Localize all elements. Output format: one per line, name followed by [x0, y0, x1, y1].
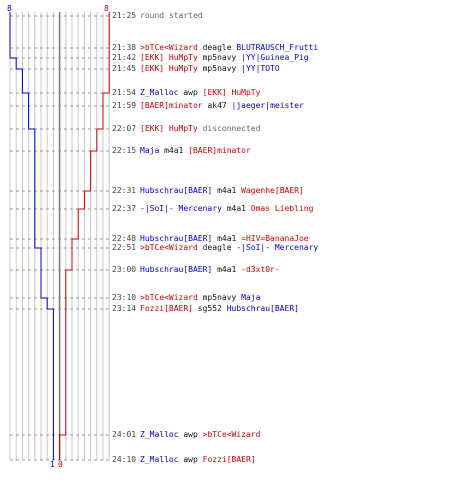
- event-time: 22:51: [112, 243, 137, 252]
- player-name: -d3xt0r-: [241, 265, 280, 274]
- red-team-line: [59, 12, 110, 460]
- event-row: 21:38 >bTCe<Wizard deagle BLUTRAUSCH_Frut…: [112, 43, 318, 53]
- red-end-count: 0: [58, 460, 63, 469]
- event-row: 23:14 Fozzi[BAER] sg552 Hubschrau[BAER]: [112, 304, 299, 314]
- player-name: Hubschrau[BAER]: [140, 234, 213, 243]
- event-time: 23:14: [112, 304, 137, 313]
- weapon-label: m4a1: [212, 234, 242, 243]
- player-name: >bTCe<Wizard: [202, 430, 261, 439]
- player-name: [EKK] HuMpTy: [140, 53, 198, 62]
- player-name: =HIV=BananaJoe: [241, 234, 309, 243]
- event-time: 21:54: [112, 88, 137, 97]
- event-time: 21:42: [112, 53, 137, 62]
- event-time: 23:00: [112, 265, 137, 274]
- event-row: 21:45 [EKK] HuMpTy mp5navy |YY|TOTO: [112, 64, 280, 74]
- player-name: Z_Malloc: [140, 430, 179, 439]
- event-row: 24:10 Z_Malloc awp Fozzi[BAER]: [112, 455, 256, 465]
- event-row: 21:42 [EKK] HuMpTy mp5navy |YY|Guinea_Pig: [112, 53, 309, 63]
- event-row: 23:00 Hubschrau[BAER] m4a1 -d3xt0r-: [112, 265, 280, 275]
- score-graph: 8 8 1 0: [7, 4, 110, 469]
- weapon-label: m4a1: [212, 186, 242, 195]
- blue-team-line: [9, 12, 54, 460]
- weapon-label: deagle: [197, 43, 237, 52]
- player-name: Hubschrau[BAER]: [226, 304, 299, 313]
- status-text: round started: [140, 11, 203, 20]
- player-name: Maja: [140, 146, 160, 155]
- player-name: |jaeger|meister: [231, 101, 304, 110]
- weapon-label: awp: [178, 88, 203, 97]
- player-name: Z_Malloc: [140, 88, 179, 97]
- weapon-label: mp5navy: [197, 293, 242, 302]
- event-time: 21:45: [112, 64, 137, 73]
- blue-start-count: 8: [7, 4, 12, 13]
- player-name: >bTCe<Wizard: [140, 293, 198, 302]
- event-time: 23:10: [112, 293, 137, 302]
- player-name: [BAER]minator: [188, 146, 251, 155]
- player-name: [EKK] HuMpTy: [140, 64, 198, 73]
- event-row: 23:10 >bTCe<Wizard mp5navy Maja: [112, 293, 260, 303]
- event-row: 21:25 round started: [112, 11, 203, 21]
- weapon-label: mp5navy: [197, 64, 242, 73]
- player-name: Wagenhe[BAER]: [241, 186, 304, 195]
- weapon-label: m4a1: [212, 265, 242, 274]
- event-row: 24:01 Z_Malloc awp >bTCe<Wizard: [112, 430, 260, 440]
- event-time: 24:10: [112, 455, 137, 464]
- blue-end-count: 1: [50, 460, 55, 469]
- event-time: 22:48: [112, 234, 137, 243]
- weapon-label: m4a1: [221, 204, 251, 213]
- event-row: 22:31 Hubschrau[BAER] m4a1 Wagenhe[BAER]: [112, 186, 304, 196]
- player-name: Fozzi[BAER]: [202, 455, 256, 464]
- weapon-label: ak47: [202, 101, 232, 110]
- weapon-label: m4a1: [159, 146, 189, 155]
- red-start-count: 8: [104, 4, 109, 13]
- player-name: Maja: [241, 293, 261, 302]
- player-name: |YY|Guinea_Pig: [241, 53, 309, 62]
- event-row: 22:48 Hubschrau[BAER] m4a1 =HIV=BananaJoe: [112, 234, 309, 244]
- player-name: |YY|TOTO: [241, 64, 280, 73]
- event-time: 21:25: [112, 11, 137, 20]
- weapon-label: awp: [178, 455, 203, 464]
- event-time: 24:01: [112, 430, 137, 439]
- weapon-label: sg552: [192, 304, 227, 313]
- event-time: 22:15: [112, 146, 137, 155]
- status-text: disconnected: [197, 124, 261, 133]
- player-name: Hubschrau[BAER]: [140, 265, 213, 274]
- player-name: Omas Liebling: [250, 204, 314, 213]
- player-name: [BAER]minator: [140, 101, 203, 110]
- player-name: [EKK] HuMpTy: [202, 88, 261, 97]
- event-time: 22:07: [112, 124, 137, 133]
- player-name: BLUTRAUSCH_Frutti: [236, 43, 319, 52]
- event-time: 22:37: [112, 204, 137, 213]
- weapon-label: deagle: [197, 243, 237, 252]
- event-row: 21:59 [BAER]minator ak47 |jaeger|meister: [112, 101, 304, 111]
- player-name: Hubschrau[BAER]: [140, 186, 213, 195]
- event-time: 21:59: [112, 101, 137, 110]
- event-time: 21:38: [112, 43, 137, 52]
- event-row: 22:51 >bTCe<Wizard deagle -|SoI|- Mercena…: [112, 243, 318, 253]
- event-row: 22:15 Maja m4a1 [BAER]minator: [112, 146, 251, 156]
- event-row: 22:07 [EKK] HuMpTy disconnected: [112, 124, 260, 134]
- player-name: >bTCe<Wizard: [140, 43, 198, 52]
- event-time: 22:31: [112, 186, 137, 195]
- player-name: >bTCe<Wizard: [140, 243, 198, 252]
- player-name: Z_Malloc: [140, 455, 179, 464]
- player-name: -|SoI|- Mercenary: [236, 243, 319, 252]
- event-row: 22:37 -|SoI|- Mercenary m4a1 Omas Lieblin…: [112, 204, 313, 214]
- player-name: [EKK] HuMpTy: [140, 124, 198, 133]
- weapon-label: mp5navy: [197, 53, 242, 62]
- event-row: 21:54 Z_Malloc awp [EKK] HuMpTy: [112, 88, 260, 98]
- weapon-label: awp: [178, 430, 203, 439]
- player-name: -|SoI|- Mercenary: [140, 204, 222, 213]
- player-name: Fozzi[BAER]: [140, 304, 193, 313]
